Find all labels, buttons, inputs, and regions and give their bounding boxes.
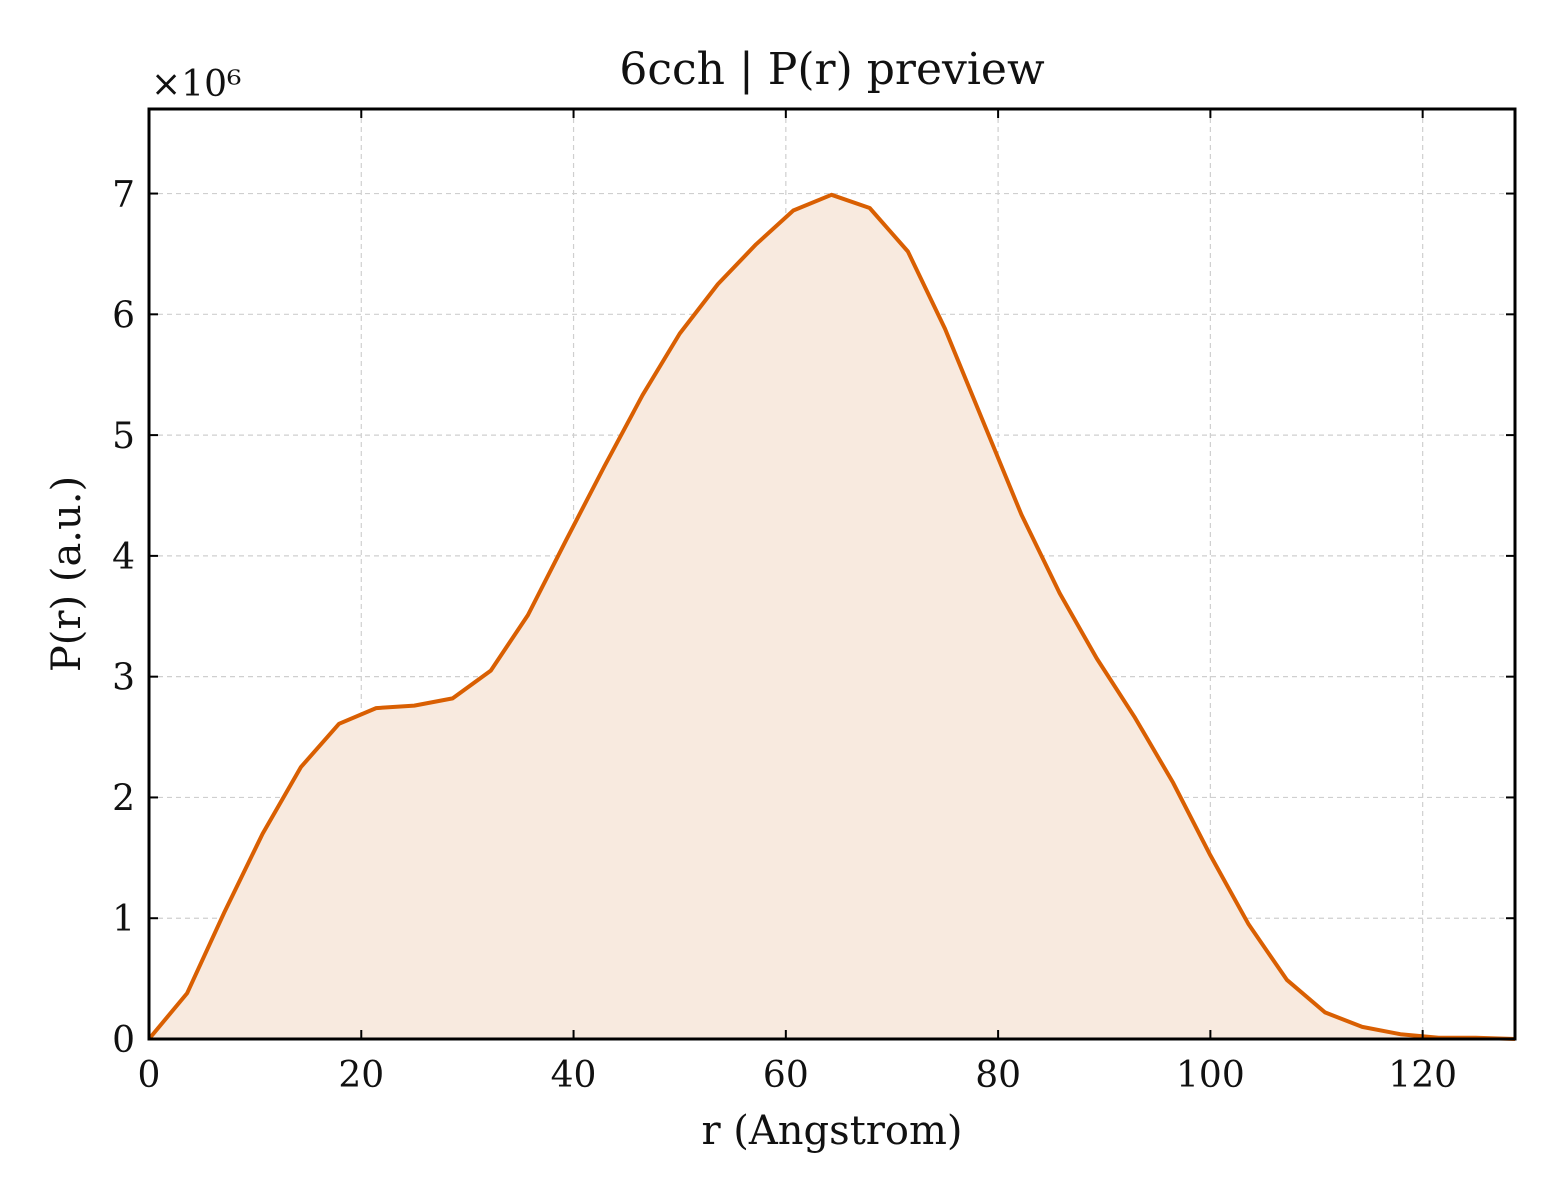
y-axis-label: P(r) (a.u.) xyxy=(44,476,90,672)
y-tick-label: 0 xyxy=(112,1020,135,1061)
plot-frame xyxy=(147,107,1517,1041)
x-tick-label: 120 xyxy=(1388,1055,1457,1096)
x-tick-label: 100 xyxy=(1176,1055,1245,1096)
y-tick-label: 5 xyxy=(112,416,135,457)
pr-fill-area xyxy=(149,194,1515,1040)
y-tick-label: 3 xyxy=(112,658,135,699)
y-tick-label: 6 xyxy=(112,295,135,336)
x-tick-label: 20 xyxy=(338,1055,384,1096)
x-tick-label: 80 xyxy=(975,1055,1021,1096)
y-tick-label: 1 xyxy=(112,899,135,940)
ticks xyxy=(148,109,1515,1040)
y-tick-label: 7 xyxy=(112,175,135,216)
x-tick-label: 0 xyxy=(138,1055,161,1096)
y-tick-label: 4 xyxy=(112,537,135,578)
x-tick-label: 40 xyxy=(551,1055,597,1096)
tick-labels: 0 20 40 60 80 100 120 0 1 2 3 4 5 6 7 xyxy=(112,175,1457,1096)
pr-series-line xyxy=(147,192,1516,1041)
y-offset-label: ×10⁶ xyxy=(151,64,241,105)
x-axis-label: r (Angstrom) xyxy=(701,1108,962,1154)
x-tick-label: 60 xyxy=(763,1055,809,1096)
y-tick-label: 2 xyxy=(112,778,135,819)
chart-title: 6cch | P(r) preview xyxy=(619,44,1045,95)
